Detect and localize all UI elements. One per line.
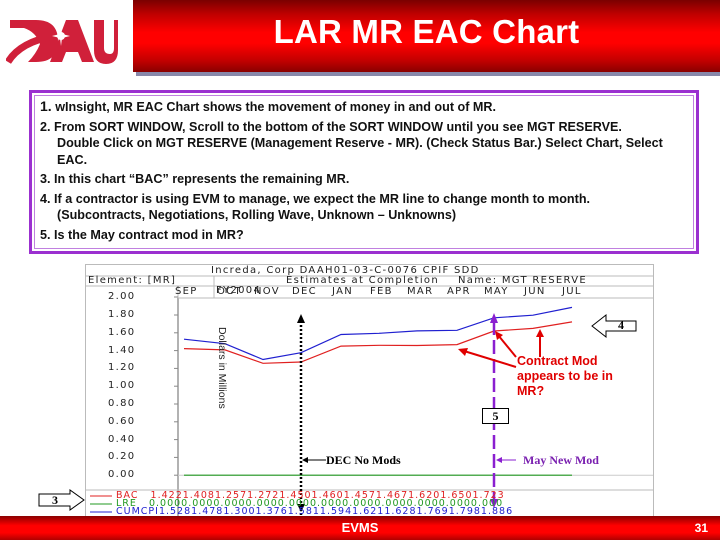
bac-line — [183, 321, 573, 364]
contract-mod-label: Contract Mod appears to be in MR? — [517, 354, 613, 398]
legend-cumcpi: CUMCPI1.5281.4781.3001.3761.5811.5941.62… — [116, 506, 514, 517]
may-new-mod-label: May New Mod — [523, 453, 599, 467]
footer-label: EVMS — [341, 520, 379, 535]
x-axis-labels: SEP OCT NOV DEC JAN FEB MAR APR MAY JUN … — [175, 286, 582, 297]
chart-name: Name: MGT RESERVE — [458, 275, 587, 286]
dau-logo — [4, 14, 118, 68]
instructions-box: 1. wInsight, MR EAC Chart shows the move… — [29, 90, 699, 254]
legend-bac: BAC 1.4221.4081.2571.2721.4501.4601.4571… — [116, 490, 505, 501]
legend-lre: LRE 0.0000.0000.0000.0000.0000.0000.0000… — [116, 498, 504, 509]
chart-subtitle: Estimates at Completion — [286, 275, 439, 286]
callout-box-4: 4 — [618, 318, 624, 332]
instruction-4: 4. If a contractor is using EVM to manag… — [40, 191, 591, 223]
y-axis-title: Dollars in Millions — [216, 327, 228, 409]
footer-bar: EVMS 31 — [0, 516, 720, 540]
title-bar: LAR MR EAC Chart — [133, 0, 720, 72]
chart-company: Increda, Corp DAAH01-03-C-0076 CPIF SDD — [211, 265, 480, 276]
callout-box-5: 5 — [482, 408, 509, 424]
cumcpi-line — [183, 306, 573, 361]
page-number: 31 — [694, 521, 708, 535]
instruction-2: 2. From SORT WINDOW, Scroll to the botto… — [40, 119, 663, 167]
mr-eac-chart: Increda, Corp DAAH01-03-C-0076 CPIF SDD … — [85, 264, 654, 517]
callout-arrow-3: 3 — [37, 489, 87, 511]
page-title: LAR MR EAC Chart — [273, 13, 580, 50]
chart-element: Element: [MR] — [88, 275, 177, 286]
instruction-3: 3. In this chart “BAC” represents the re… — [40, 172, 350, 186]
instruction-1: 1. wInsight, MR EAC Chart shows the move… — [40, 98, 496, 114]
dec-no-mods-label: DEC No Mods — [326, 453, 401, 467]
chart-fy: FY2004 — [216, 285, 262, 296]
instruction-5: 5. Is the May contract mod in MR? — [40, 227, 244, 242]
